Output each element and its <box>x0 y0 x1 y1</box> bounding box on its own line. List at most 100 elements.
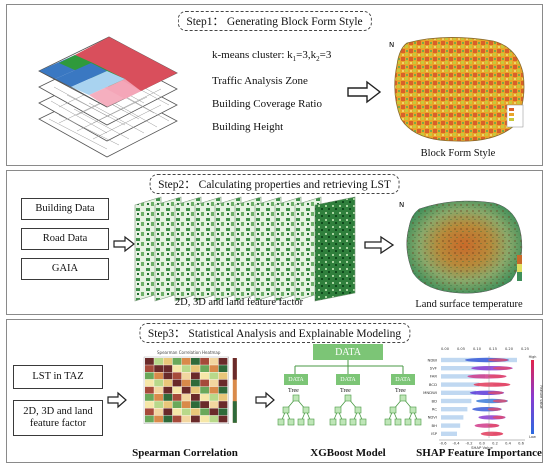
tree-node <box>399 394 407 402</box>
heatmap-cell <box>218 358 228 365</box>
heatmap-cell <box>200 365 209 372</box>
shap-x-tick: 0.2 <box>492 442 498 446</box>
building-data-box: Building Data <box>21 198 109 220</box>
tree-node <box>297 418 305 426</box>
shap-importance-bar <box>441 431 457 436</box>
lst-map: N <box>399 200 523 294</box>
xgb-data-box: DATA <box>313 344 383 360</box>
tree-node <box>354 406 362 414</box>
shap-importance-bar <box>441 374 485 379</box>
heatmap-cell <box>218 372 228 380</box>
tree-node <box>334 406 342 414</box>
xgb-data-box-3: DATA <box>391 374 415 385</box>
step2-input-arrow-icon <box>113 235 135 253</box>
shap-feature-label: BCD <box>429 382 437 387</box>
heatmap-cell <box>191 415 200 423</box>
traffic-analysis-zone-label: Traffic Analysis Zone <box>212 75 308 87</box>
shap-feature-label: FAR <box>430 374 437 379</box>
shap-x-tick: 0.6 <box>518 442 524 446</box>
shap-colorbar-high: High <box>529 355 537 359</box>
heatmap-cell <box>200 394 209 401</box>
step1-layer-stack <box>38 36 178 158</box>
heatmap-cell <box>191 379 200 387</box>
heatmap-cell <box>145 408 154 416</box>
heatmap-cell <box>209 401 219 408</box>
kmeans-label: k-means cluster: k1=3,k2=3 <box>212 49 332 64</box>
step3-input-arrow-icon <box>107 391 127 409</box>
tree-node <box>414 418 422 426</box>
step1-arrow-icon <box>347 80 382 104</box>
heatmap-cell <box>163 408 173 416</box>
heatmap-cell <box>172 358 182 365</box>
shap-importance-bar <box>441 398 472 404</box>
heatmap-cell <box>181 401 191 408</box>
xgboost-diagram: DATA DATA DATA DATA Tree Tree Tree <box>275 344 422 446</box>
feature-layers-caption: 2D, 3D and land feature factor <box>174 297 304 308</box>
heatmap-cell <box>163 358 173 365</box>
heatmap-cell <box>154 415 163 423</box>
heatmap-cell <box>181 394 191 401</box>
xgb-data-box-1: DATA <box>284 374 308 385</box>
heatmap-cell <box>181 365 191 372</box>
shap-feature-label: NDVI <box>428 415 437 420</box>
block-form-style-map: N <box>389 37 525 142</box>
tree-node <box>292 394 300 402</box>
heatmap-cell <box>218 365 228 372</box>
heatmap-cell <box>163 379 173 387</box>
heatmap-cell <box>181 379 191 387</box>
tree-node <box>349 418 357 426</box>
tree-node <box>344 394 352 402</box>
heatmap-cell <box>163 386 173 394</box>
features-box: 2D, 3D and land feature factor <box>13 400 103 436</box>
heatmap-cell <box>200 415 209 423</box>
shap-beeswarm-high <box>487 374 506 378</box>
heatmap-cell <box>145 372 154 380</box>
shap-top-tick: 0.15 <box>489 347 497 351</box>
heatmap-cell <box>145 358 154 365</box>
step3-title: Step3： Statistical Analysis and Explaina… <box>138 323 411 343</box>
shap-beeswarm-high <box>487 424 499 428</box>
heatmap-cell <box>218 415 228 423</box>
shap-beeswarm-high <box>493 366 512 370</box>
heatmap-cell <box>218 379 228 387</box>
heatmap-cell <box>209 365 219 372</box>
heatmap-cell <box>209 358 219 365</box>
heatmap-cell <box>172 408 182 416</box>
shap-importance-bar <box>441 382 480 387</box>
heatmap-cell <box>181 358 191 365</box>
shap-x-tick: 0.4 <box>505 442 511 446</box>
shap-colorbar <box>531 360 534 434</box>
heatmap-cell <box>200 358 209 365</box>
step3-mid-arrow-icon <box>255 391 275 409</box>
gaia-box: GAIA <box>21 258 109 280</box>
shap-feature-label: BH <box>432 423 438 428</box>
shap-top-tick: 0.20 <box>505 347 514 351</box>
heatmap-cell <box>209 408 219 416</box>
shap-beeswarm-high <box>492 399 508 403</box>
shap-x-label: SHAP Value <box>471 445 493 450</box>
heatmap-cell <box>218 401 228 408</box>
spearman-heatmap: Spearman Correlation Heatmap <box>127 350 247 442</box>
heatmap-cell <box>145 401 154 408</box>
tree-node <box>302 406 310 414</box>
step2-panel: Step2： Calculating properties and retrie… <box>6 170 543 315</box>
lst-in-taz-box: LST in TAZ <box>13 365 103 389</box>
shap-importance-bar <box>441 415 464 420</box>
heatmap-cell <box>181 415 191 423</box>
heatmap-cell <box>218 386 228 394</box>
heatmap-cell <box>145 379 154 387</box>
heatmap-cell <box>191 365 200 372</box>
step1-title: Step1： Generating Block Form Style <box>177 11 372 31</box>
heatmap-title: Spearman Correlation Heatmap <box>157 350 221 355</box>
shap-beeswarm-high <box>487 391 504 395</box>
heatmap-cell <box>172 394 182 401</box>
heatmap-cell <box>209 415 219 423</box>
tree-node <box>329 418 337 426</box>
heatmap-cell <box>172 365 182 372</box>
tree-node <box>384 418 392 426</box>
heatmap-cell <box>209 394 219 401</box>
heatmap-cell <box>145 394 154 401</box>
heatmap-cell <box>191 401 200 408</box>
shap-top-tick: 0.00 <box>441 347 450 351</box>
building-coverage-ratio-label: Building Coverage Ratio <box>212 98 322 110</box>
